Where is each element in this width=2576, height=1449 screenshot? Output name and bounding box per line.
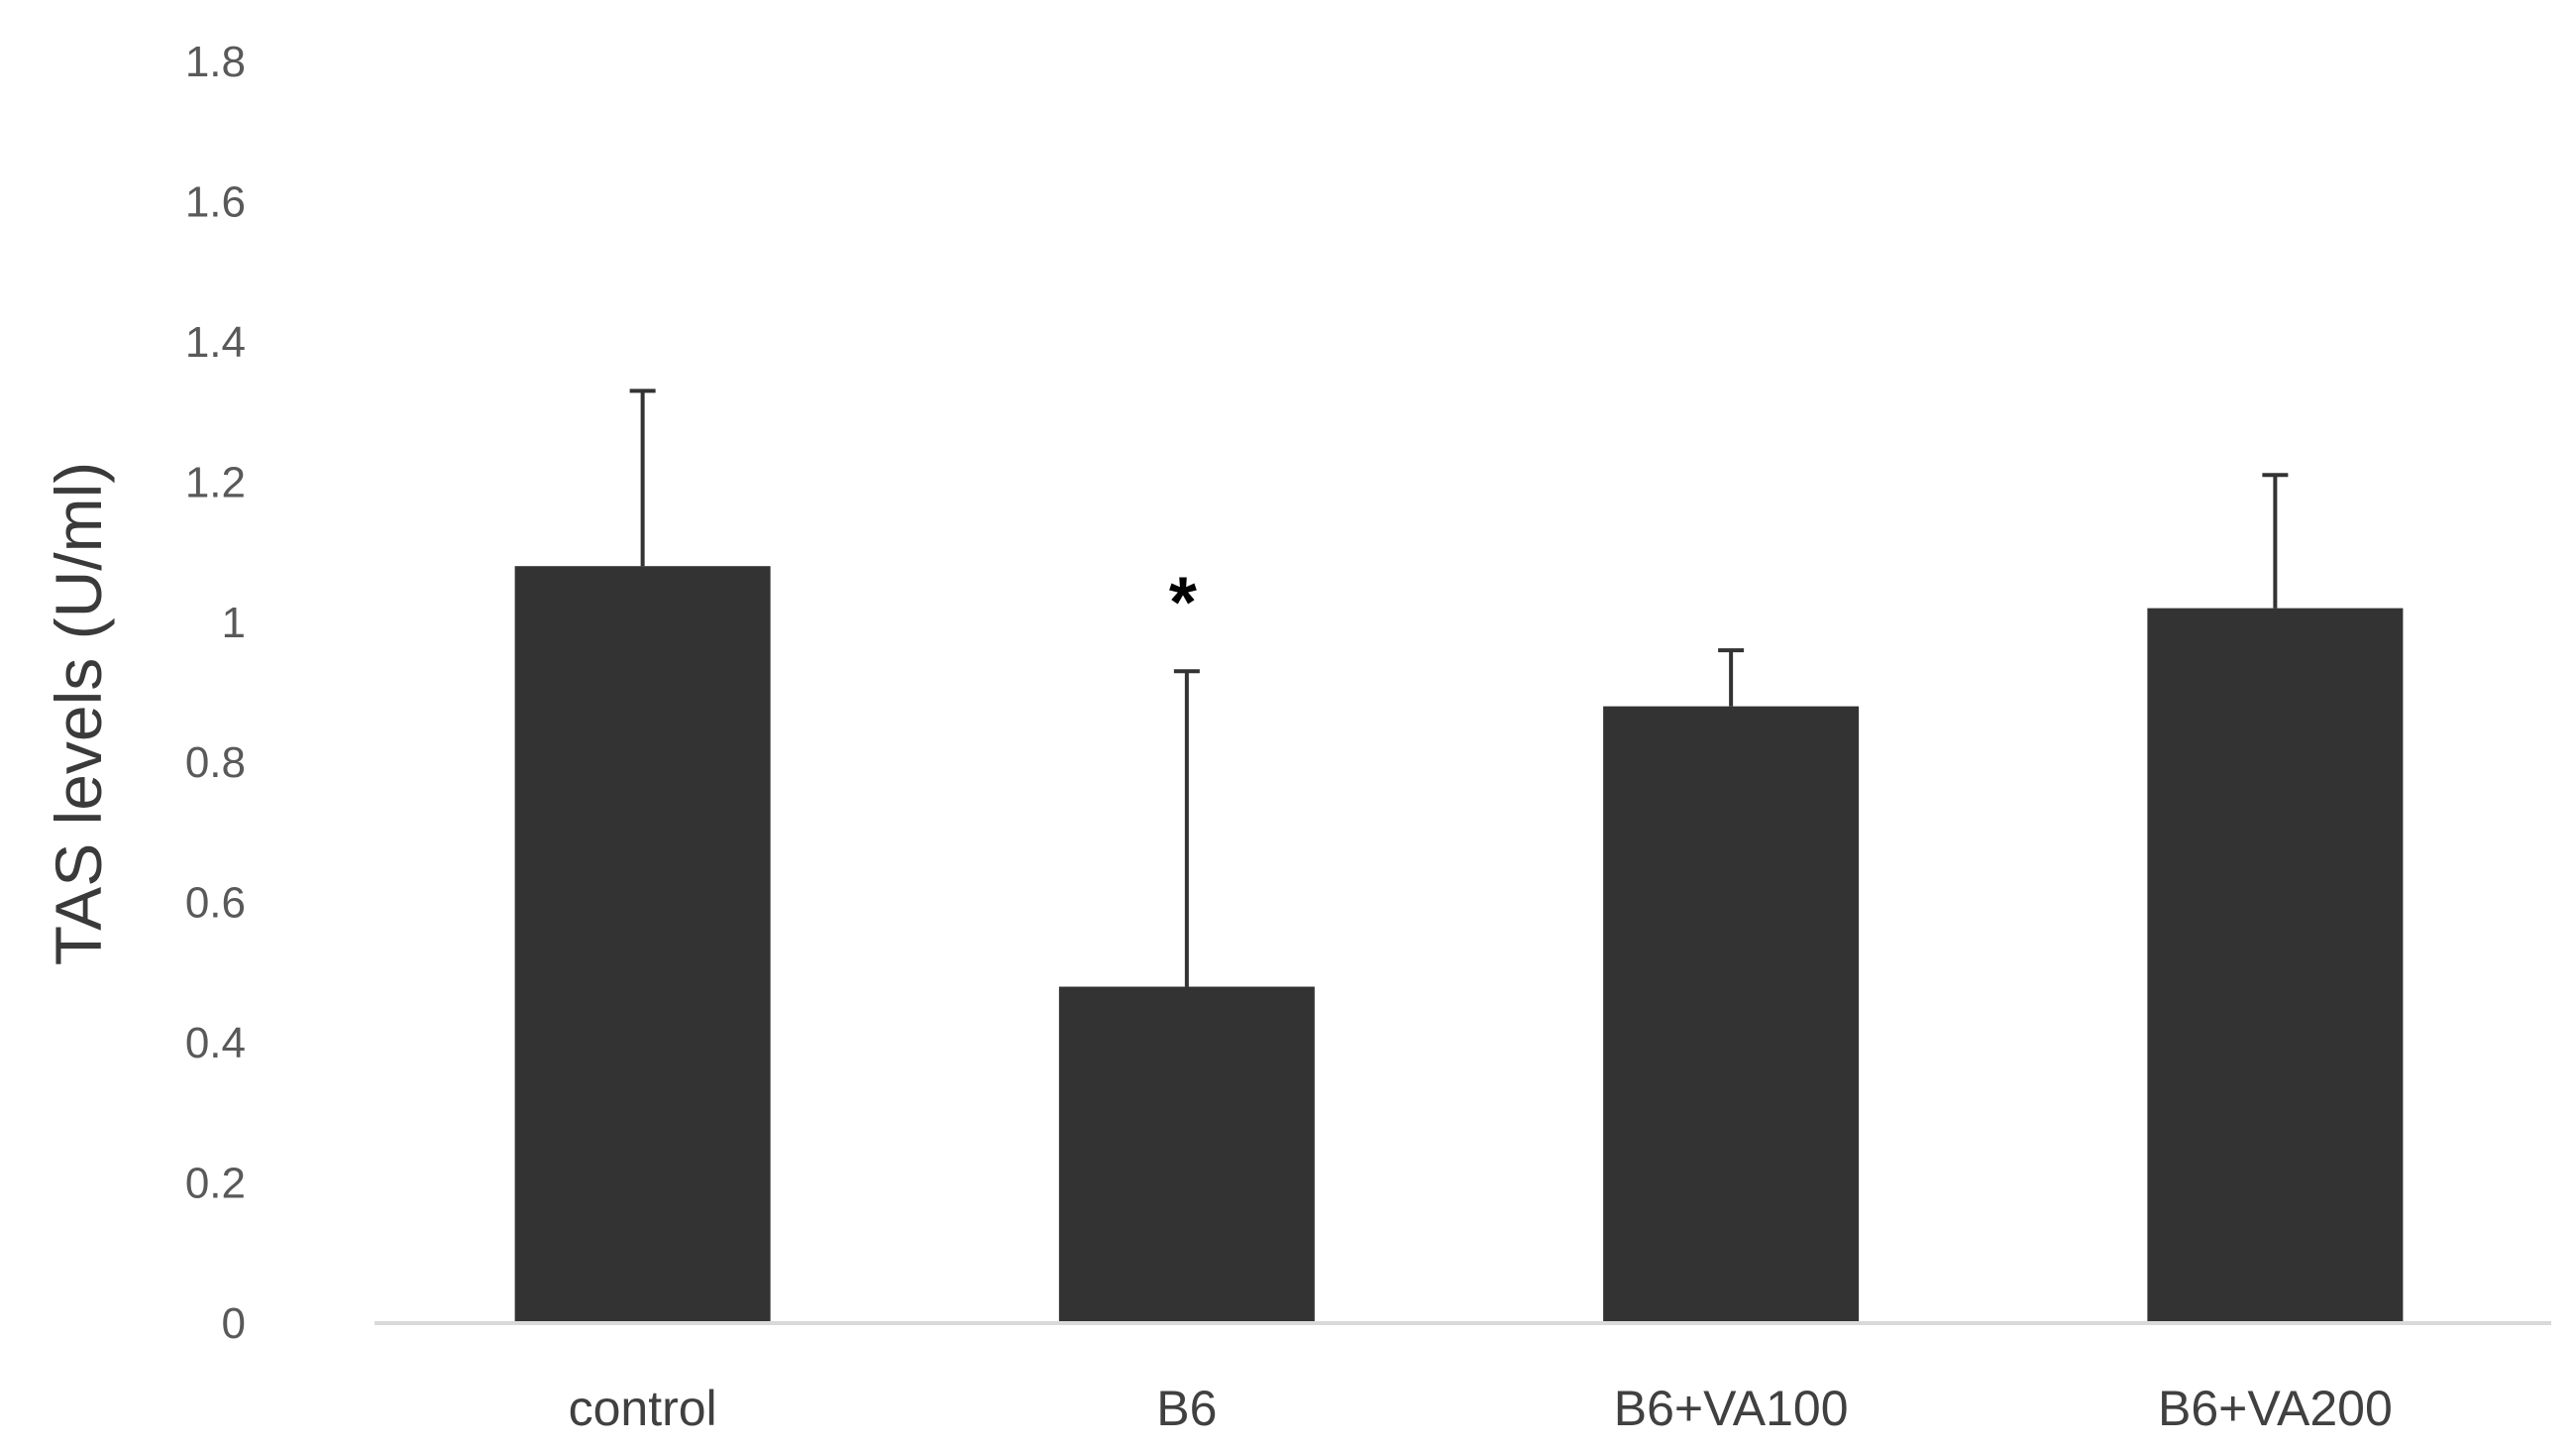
- x-category-label: control: [569, 1381, 717, 1436]
- significance-marker: *: [1169, 563, 1197, 642]
- y-tick-label: 1.8: [185, 38, 246, 86]
- x-axis-categories: control B6 B6+VA100 B6+VA200: [569, 1381, 2393, 1436]
- y-axis-ticks: 0 0.2 0.4 0.6 0.8 1 1.2 1.4 1.6 1.8: [185, 38, 246, 1348]
- annotations: *: [1169, 563, 1197, 642]
- bar: [2147, 608, 2404, 1323]
- y-tick-label: 0.6: [185, 879, 246, 928]
- y-tick-label: 1: [222, 599, 246, 647]
- y-tick-label: 1.6: [185, 177, 246, 226]
- bar: [514, 566, 771, 1323]
- bar: [1058, 986, 1315, 1323]
- y-tick-label: 0.2: [185, 1160, 246, 1208]
- y-tick-label: 0.4: [185, 1019, 246, 1067]
- y-tick-label: 0.8: [185, 738, 246, 787]
- y-axis-title: TAS levels (U/ml): [42, 462, 115, 965]
- error-bars: [629, 389, 2289, 987]
- x-category-label: B6+VA200: [2158, 1381, 2393, 1436]
- bar: [1603, 706, 1860, 1323]
- y-tick-label: 1.2: [185, 458, 246, 506]
- y-tick-label: 1.4: [185, 318, 246, 367]
- x-category-label: B6+VA100: [1614, 1381, 1849, 1436]
- y-tick-label: 0: [222, 1299, 246, 1348]
- bars: [514, 566, 2404, 1323]
- x-category-label: B6: [1156, 1381, 1217, 1436]
- y-axis-title-group: TAS levels (U/ml): [42, 462, 115, 965]
